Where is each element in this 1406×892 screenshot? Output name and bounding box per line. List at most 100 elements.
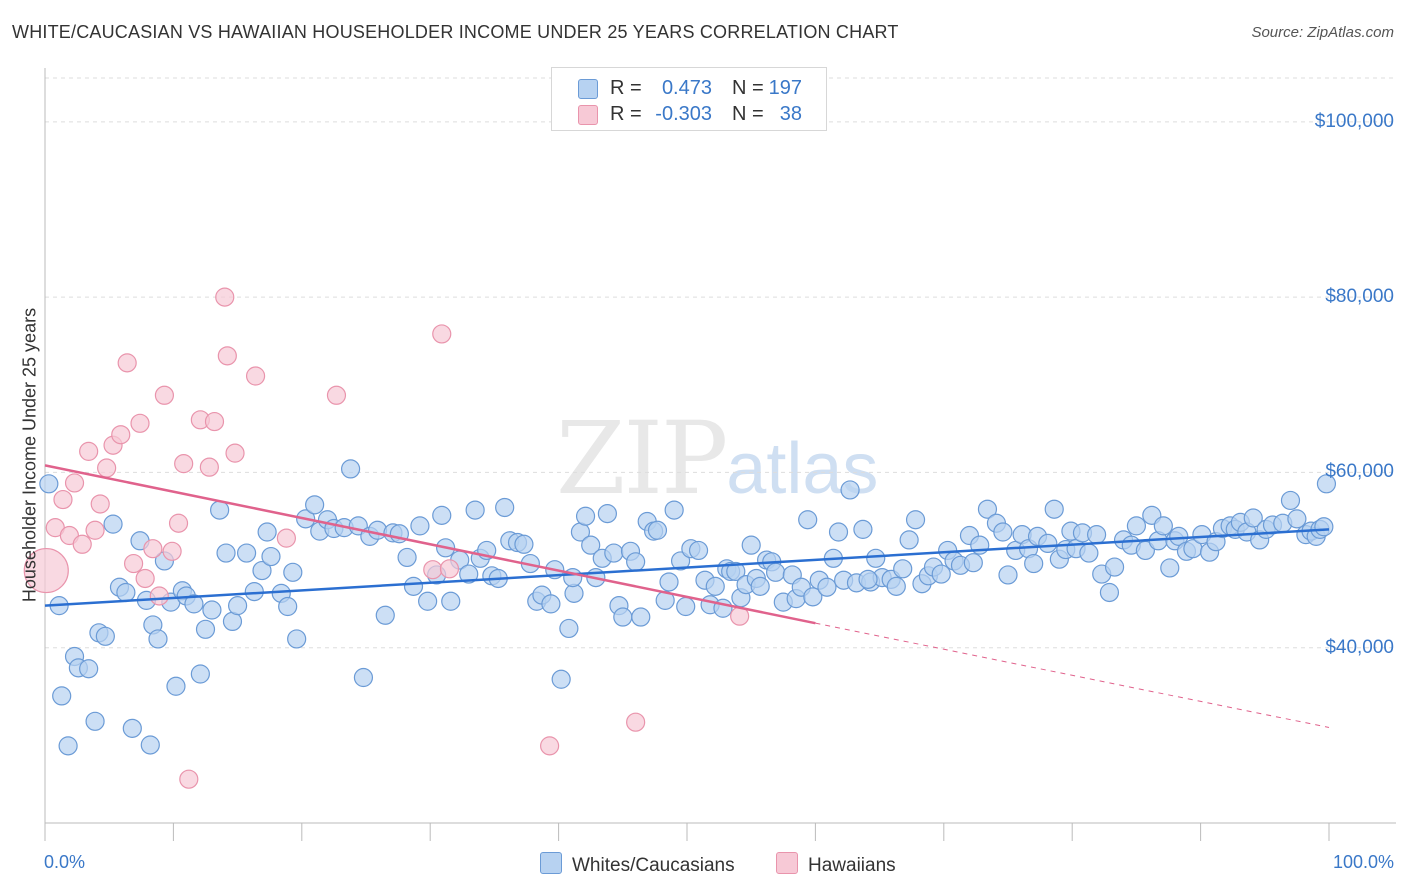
point-whites bbox=[465, 500, 485, 520]
point-whites bbox=[551, 669, 571, 689]
point-hawaiians bbox=[626, 712, 646, 732]
point-whites bbox=[340, 459, 361, 479]
point-whites bbox=[1126, 516, 1147, 536]
point-whites bbox=[103, 514, 123, 534]
legend-item-hawaiians[interactable]: Hawaiians bbox=[776, 852, 896, 877]
point-whites bbox=[410, 516, 430, 536]
point-whites bbox=[216, 543, 236, 563]
point-whites bbox=[432, 505, 452, 525]
x-tick-label-max: 100.0% bbox=[1332, 852, 1394, 872]
y-tick-label: $80,000 bbox=[1325, 286, 1394, 308]
point-whites bbox=[79, 659, 99, 679]
point-whites bbox=[85, 711, 105, 731]
point-whites bbox=[886, 576, 906, 596]
point-whites bbox=[278, 596, 298, 617]
point-hawaiians bbox=[204, 411, 225, 432]
point-whites bbox=[514, 534, 534, 554]
point-hawaiians bbox=[135, 568, 155, 589]
point-whites bbox=[1079, 543, 1099, 563]
point-whites bbox=[353, 667, 374, 688]
point-whites bbox=[122, 718, 142, 738]
trend-line-hawaiians-extrapolated bbox=[815, 622, 1330, 728]
point-whites bbox=[998, 565, 1018, 585]
point-whites bbox=[647, 520, 668, 540]
point-whites bbox=[963, 553, 983, 573]
point-whites bbox=[631, 607, 651, 627]
point-whites bbox=[1316, 474, 1337, 494]
point-hawaiians bbox=[540, 736, 560, 756]
point-hawaiians bbox=[149, 586, 169, 606]
stats-box: R = 0.473 N = 197 R = -0.303 N = 38 bbox=[551, 67, 827, 131]
point-whites bbox=[403, 576, 424, 596]
point-hawaiians bbox=[423, 560, 443, 580]
point-hawaiians bbox=[123, 553, 144, 574]
point-whites bbox=[741, 535, 761, 555]
point-whites bbox=[252, 560, 272, 581]
point-whites bbox=[604, 543, 624, 563]
point-whites bbox=[202, 600, 222, 620]
n-label: N = bbox=[732, 103, 764, 125]
watermark: ZIPatlas bbox=[556, 400, 878, 517]
blue-swatch-icon bbox=[578, 79, 598, 99]
source-label: Source: ZipAtlas.com bbox=[1251, 24, 1394, 41]
point-whites bbox=[459, 564, 479, 584]
point-whites bbox=[52, 686, 72, 706]
point-hawaiians bbox=[53, 489, 73, 510]
watermark-zip: ZIP bbox=[556, 400, 728, 517]
point-hawaiians bbox=[326, 385, 347, 405]
point-whites bbox=[58, 736, 78, 756]
point-whites bbox=[1038, 533, 1058, 554]
r-label: R = bbox=[610, 103, 642, 125]
chart-title: WHITE/CAUCASIAN VS HAWAIIAN HOUSEHOLDER … bbox=[12, 22, 899, 42]
point-whites bbox=[581, 535, 601, 555]
point-whites bbox=[899, 530, 919, 550]
point-hawaiians bbox=[217, 346, 237, 366]
point-whites bbox=[195, 619, 216, 639]
point-hawaiians bbox=[130, 413, 150, 433]
point-hawaiians bbox=[162, 541, 182, 561]
point-whites bbox=[840, 480, 860, 500]
point-whites bbox=[828, 522, 849, 542]
point-whites bbox=[750, 576, 770, 596]
point-hawaiians bbox=[64, 473, 85, 493]
point-whites bbox=[626, 552, 646, 572]
point-hawaiians bbox=[225, 443, 245, 463]
point-whites bbox=[858, 569, 878, 589]
point-whites bbox=[305, 495, 325, 515]
point-hawaiians bbox=[245, 366, 266, 386]
point-whites bbox=[39, 474, 59, 494]
point-whites bbox=[441, 591, 461, 611]
point-whites bbox=[705, 576, 725, 596]
point-whites bbox=[418, 591, 438, 611]
legend-item-whites[interactable]: Whites/Caucasians bbox=[540, 852, 735, 877]
legend-label: Whites/Caucasians bbox=[572, 855, 735, 876]
r-value: -0.303 bbox=[655, 103, 712, 125]
point-whites bbox=[287, 629, 307, 649]
point-whites bbox=[670, 551, 691, 571]
pink-swatch-icon bbox=[578, 105, 598, 125]
point-whites bbox=[993, 522, 1013, 542]
point-whites bbox=[1044, 499, 1064, 519]
pink-swatch-icon bbox=[776, 852, 798, 874]
point-hawaiians bbox=[23, 547, 69, 594]
point-whites bbox=[1086, 525, 1107, 545]
point-hawaiians bbox=[276, 528, 296, 548]
point-hawaiians bbox=[154, 385, 175, 405]
point-hawaiians bbox=[174, 454, 194, 474]
point-whites bbox=[893, 559, 913, 579]
n-value: 38 bbox=[779, 103, 802, 125]
point-hawaiians bbox=[97, 458, 117, 478]
point-whites bbox=[375, 605, 395, 625]
point-whites bbox=[257, 522, 277, 542]
point-whites bbox=[1169, 526, 1189, 546]
point-hawaiians bbox=[199, 457, 219, 477]
point-hawaiians bbox=[79, 441, 99, 461]
y-tick-label: $60,000 bbox=[1325, 461, 1394, 483]
point-whites bbox=[977, 499, 998, 519]
point-whites bbox=[575, 506, 596, 526]
blue-swatch-icon bbox=[540, 852, 562, 874]
point-hawaiians bbox=[432, 324, 452, 344]
point-whites bbox=[95, 626, 115, 646]
stats-row-hawaiians: R = -0.303 N = 38 bbox=[552, 102, 826, 128]
